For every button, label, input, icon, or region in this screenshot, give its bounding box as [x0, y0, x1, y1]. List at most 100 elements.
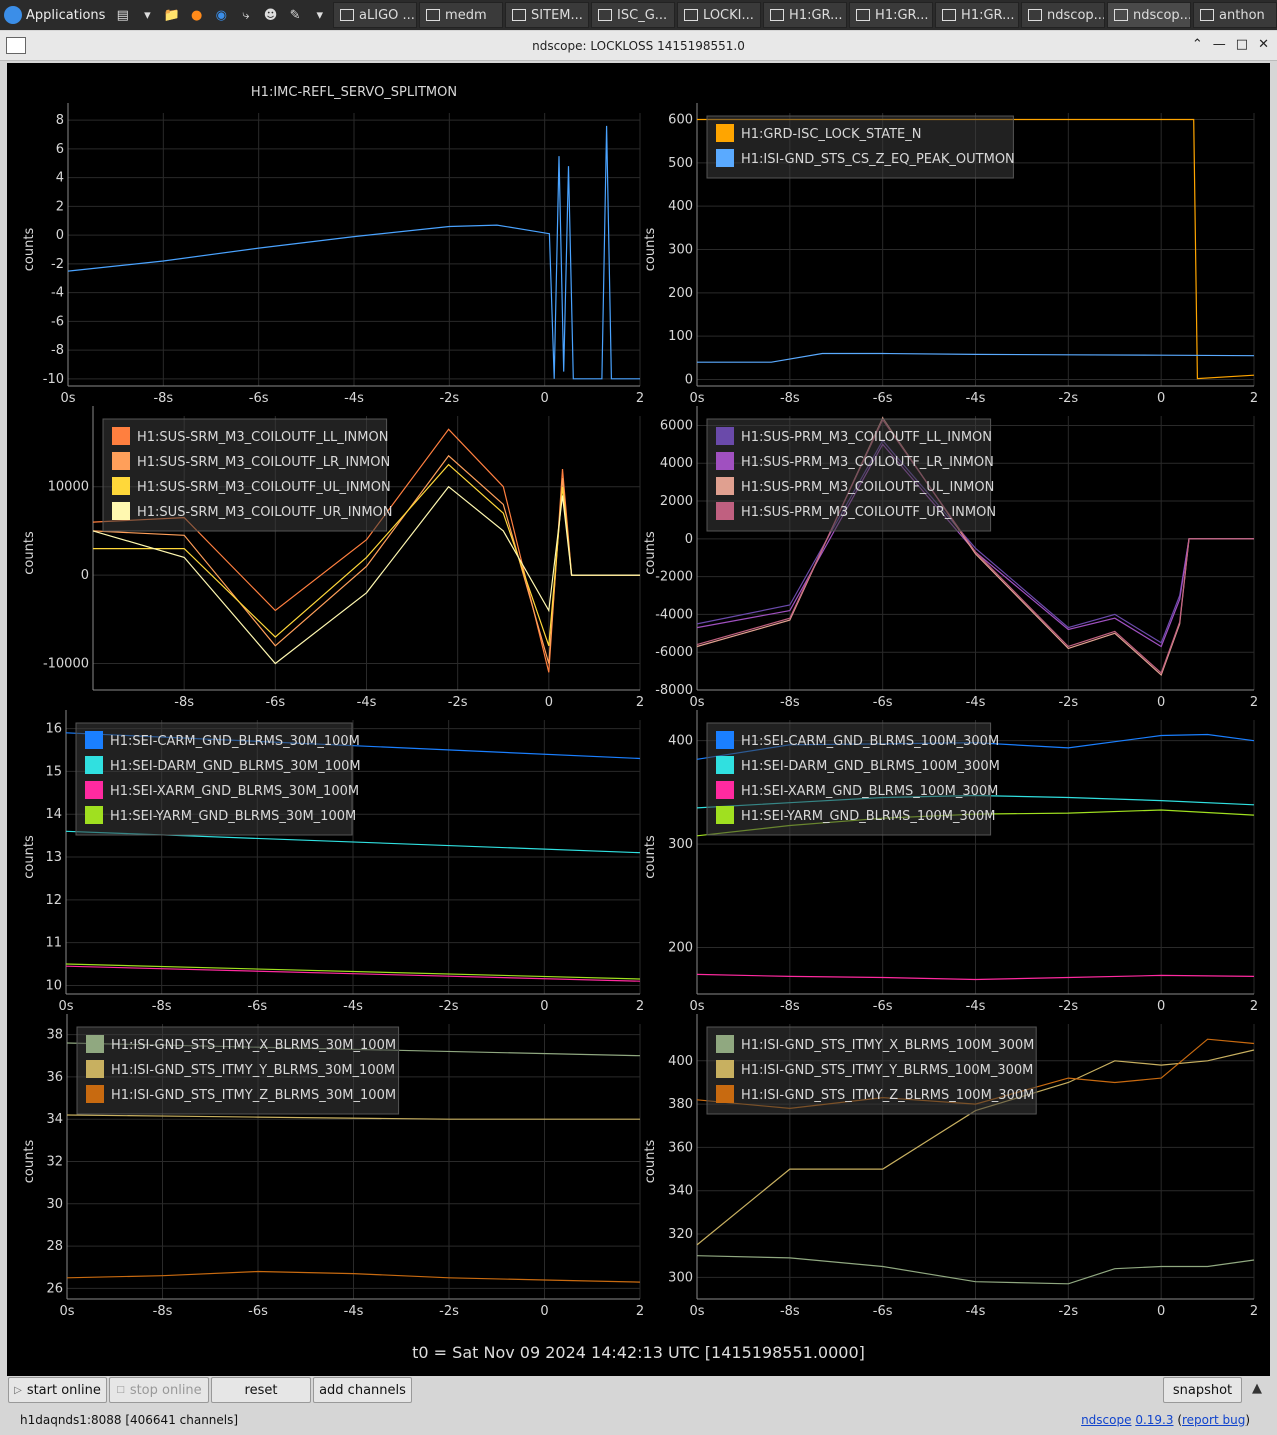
window-menu-icon[interactable] [6, 37, 26, 54]
plots-svg[interactable]: 8 6 4 2 0 -2 -4 -6 -8 -10 0s -8s -6s -4s -2s 0 2 counts H1… [7, 63, 1270, 1338]
taskbar-task[interactable]: medm [419, 2, 504, 28]
y-tick-label: 13 [45, 850, 62, 865]
taskbar-task[interactable]: anthon [1193, 2, 1277, 28]
shade-icon[interactable]: ⌃ [1191, 37, 1203, 52]
y-tick-label: 10000 [48, 480, 89, 495]
legend-label: H1:GRD-ISC_LOCK_STATE_N [741, 127, 921, 142]
legend-swatch [716, 756, 734, 774]
terminal-icon[interactable]: ▤ [116, 7, 129, 23]
play-icon: ▷ [14, 1384, 22, 1396]
taskbar-task[interactable]: ndscop... [1021, 2, 1106, 28]
x-tick-label: -8s [780, 999, 800, 1014]
legend-box [706, 1026, 1037, 1115]
legend-swatch [112, 427, 130, 445]
editor-icon[interactable]: ✎ [289, 7, 301, 23]
plot-panel-1[interactable]: 8 6 4 2 0 -2 -4 -6 -8 -10 0s -8s -6s -4s -2s 0 2 counts H1… [22, 85, 644, 406]
y-tick-label: 34 [46, 1112, 63, 1127]
close-icon[interactable]: ✕ [1258, 37, 1269, 52]
legend-label: H1:SEI-XARM_GND_BLRMS_30M_100M [110, 784, 359, 799]
y-tick-label: -6 [51, 314, 64, 329]
reset-label: reset [244, 1382, 278, 1398]
x-tick-label: -2s [1058, 999, 1078, 1014]
y-tick-label: 15 [45, 764, 62, 779]
taskbar-task[interactable]: aLIGO ... [333, 2, 418, 28]
x-tick-label: -8s [780, 391, 800, 406]
x-tick-label: 2 [1250, 999, 1258, 1014]
add-channels-button[interactable]: add channels [313, 1377, 412, 1403]
series-line [66, 1270, 641, 1283]
reset-button[interactable]: reset [211, 1377, 311, 1403]
applications-menu[interactable]: Applications [0, 6, 109, 24]
x-tick-label: -2s [439, 999, 459, 1014]
y-axis-label: counts [643, 531, 658, 575]
x-tick-label: -4s [966, 999, 986, 1014]
share-icon[interactable]: ⤷ [242, 7, 250, 23]
taskbar-task[interactable]: H1:GR... [763, 2, 848, 28]
plot-panel-5[interactable]: 16 15 14 13 12 11 10 0s -8s -6s -4s -2s 0 2 counts H1:S… [22, 710, 644, 1014]
version-info: ndscope 0.19.3 (report bug) [1081, 1413, 1250, 1427]
plot-area[interactable]: 8 6 4 2 0 -2 -4 -6 -8 -10 0s -8s -6s -4s -2s 0 2 counts H1… [7, 63, 1270, 1376]
x-tick-label: 0 [540, 1304, 548, 1319]
x-tick-label: -6s [873, 695, 893, 710]
version-link[interactable]: 0.19.3 [1135, 1413, 1174, 1427]
legend-label: H1:SEI-YARM_GND_BLRMS_30M_100M [110, 809, 356, 824]
legend-swatch [716, 477, 734, 495]
y-tick-label: 360 [668, 1140, 693, 1155]
window-icon [1114, 9, 1129, 21]
report-bug-link[interactable]: report bug [1182, 1413, 1246, 1427]
y-tick-label: 300 [668, 243, 693, 258]
plot-panel-7[interactable]: 38 36 34 32 30 28 26 0s -8s -6s -4s -2s 0 2 counts H1:I… [22, 1014, 644, 1319]
maximize-icon[interactable]: □ [1235, 37, 1249, 52]
legend-box [706, 115, 1014, 179]
control-bar: ▷ start online □ stop online reset add c… [0, 1376, 1277, 1435]
taskbar-task[interactable]: H1:GR... [935, 2, 1020, 28]
plot-panel-2[interactable]: 600 500 400 300 200 100 0 0s -8s -6s -4s -2s 0 2 count… [643, 103, 1258, 406]
firefox-icon[interactable]: ● [190, 7, 203, 23]
window-titlebar[interactable]: ndscope: LOCKLOSS 1415198551.0 ⌃ — □ ✕ [0, 31, 1277, 61]
folder-icon[interactable]: 📁 [163, 7, 181, 23]
y-tick-label: 100 [668, 329, 693, 344]
taskbar-task[interactable]: ndscop... [1107, 2, 1192, 28]
x-tick-label: 2 [1250, 391, 1258, 406]
taskbar-task[interactable]: ISC_G... [591, 2, 676, 28]
window-icon [512, 9, 527, 21]
y-axis-label: counts [22, 531, 37, 575]
legend-label: H1:SUS-SRM_M3_COILOUTF_LL_INMON [137, 430, 388, 445]
legend-label: H1:ISI-GND_STS_CS_Z_EQ_PEAK_OUTMON [741, 152, 1015, 167]
expand-icon[interactable]: ▲ [1252, 1381, 1262, 1396]
y-tick-label: 38 [46, 1028, 63, 1043]
y-tick-label: 0 [685, 532, 693, 547]
legend-swatch [716, 452, 734, 470]
y-tick-label: 12 [45, 893, 62, 908]
stop-online-button[interactable]: □ stop online [109, 1377, 209, 1403]
y-tick-label: 2 [56, 199, 64, 214]
start-online-button[interactable]: ▷ start online [8, 1377, 107, 1403]
taskbar-task[interactable]: LOCKI... [677, 2, 762, 28]
y-tick-label: 2000 [660, 494, 693, 509]
window-icon [770, 9, 785, 21]
y-tick-label: 300 [668, 1270, 693, 1285]
taskbar-task-label: ndscop... [1047, 7, 1106, 23]
plot-panel-6[interactable]: 400 300 200 0s -8s -6s -4s -2s 0 2 counts H1:SEI-CA… [643, 710, 1258, 1014]
x-tick-label: -6s [249, 391, 269, 406]
x-tick-label: -6s [873, 1304, 893, 1319]
plot-panel-3[interactable]: 10000 0 -10000 -8s -6s -4s -2s 0 2 counts H1:SUS-S… [22, 406, 644, 710]
ndscope-link[interactable]: ndscope [1081, 1413, 1132, 1427]
taskbar-task[interactable]: SITEM... [505, 2, 590, 28]
window-icon [426, 9, 441, 21]
x-tick-label: -8s [174, 695, 194, 710]
minimize-icon[interactable]: — [1212, 37, 1226, 52]
x-tick-label: 0 [1157, 695, 1165, 710]
series-line [697, 352, 1255, 363]
chevron-down-icon[interactable]: ▾ [316, 7, 323, 23]
series-line [696, 1049, 1255, 1246]
snapshot-button[interactable]: snapshot [1163, 1377, 1242, 1403]
plot-panel-8[interactable]: 400 380 360 340 320 300 0s -8s -6s -4s -2s 0 2 counts… [643, 1014, 1258, 1319]
taskbar-task[interactable]: H1:GR... [849, 2, 934, 28]
users-icon[interactable]: ☻ [263, 7, 278, 23]
chevron-down-icon[interactable]: ▾ [144, 7, 151, 23]
y-axis-label: counts [643, 835, 658, 879]
chromium-icon[interactable]: ◉ [215, 7, 227, 23]
x-tick-label: -4s [344, 1304, 364, 1319]
